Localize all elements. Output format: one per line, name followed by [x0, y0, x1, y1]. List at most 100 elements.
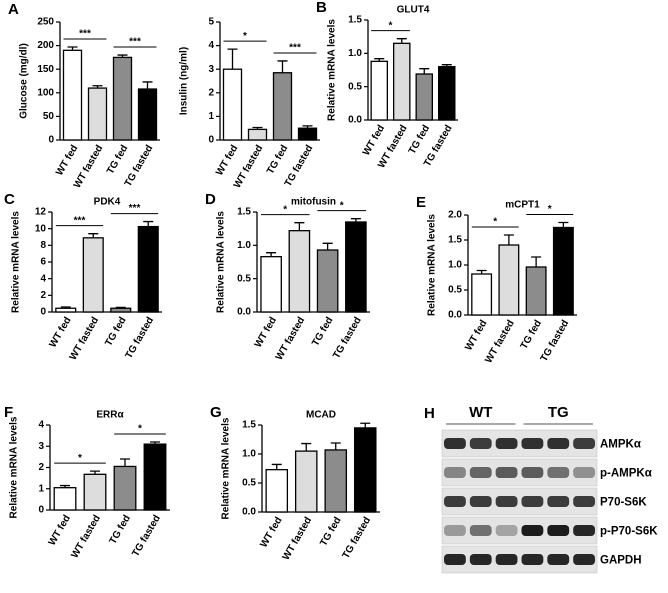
x-tick-label: TG fed	[103, 315, 128, 348]
y-tick-label: 1	[208, 111, 214, 122]
y-tick-label: 4	[38, 420, 44, 431]
bar	[143, 443, 167, 511]
x-tick-label: TG fasted	[539, 318, 572, 363]
y-tick-label: 4	[40, 273, 46, 284]
blot-band	[495, 554, 518, 565]
blot-band	[469, 525, 492, 536]
blot-row-label: p-P70-S6K	[600, 526, 658, 538]
blot-band	[573, 467, 595, 478]
error-bar	[330, 442, 341, 450]
bar	[222, 68, 243, 141]
error-bar	[531, 256, 542, 267]
chart-title: mCPT1	[505, 200, 540, 211]
bar	[370, 60, 388, 121]
error-bar	[142, 81, 153, 90]
y-tick-label: 3	[208, 64, 214, 75]
x-tick-label: WT fed	[258, 515, 284, 549]
y-tick-label: 50	[43, 111, 55, 122]
x-tick-label: TG fasted	[130, 513, 163, 558]
blot-band	[573, 438, 595, 449]
error-bar	[476, 269, 487, 274]
blot-band	[521, 554, 544, 565]
y-tick-label: 150	[37, 64, 54, 75]
y-tick-label: 2.0	[448, 210, 462, 221]
bar	[288, 230, 311, 313]
bar	[247, 128, 268, 141]
y-tick-label: 1.5	[348, 15, 362, 26]
bar	[525, 266, 547, 316]
blot-band	[521, 467, 544, 478]
panel-letter: A	[8, 1, 19, 18]
x-tick-label: WT fed	[47, 513, 73, 547]
blot-row-label: GAPDH	[600, 555, 642, 567]
error-bar	[90, 470, 100, 475]
significance-label: *	[78, 453, 82, 464]
blot-band	[444, 438, 466, 449]
bar	[83, 473, 107, 511]
y-axis-label: Relative mRNA levels	[216, 211, 227, 313]
error-bar	[227, 48, 238, 70]
blot-band	[573, 525, 595, 536]
error-bar	[150, 441, 160, 445]
blot-band	[495, 496, 518, 507]
chart-title: PDK4	[94, 197, 121, 208]
y-tick-label: 0	[40, 307, 46, 318]
y-tick-label: 200	[37, 40, 54, 51]
blot-band	[521, 525, 544, 536]
blot-band	[573, 554, 595, 565]
y-axis-label: Insulin (ng/ml)	[179, 47, 190, 115]
blot-band	[495, 467, 518, 478]
y-tick-label: 0.0	[448, 310, 462, 321]
error-bar	[271, 463, 282, 470]
error-bar	[120, 458, 130, 467]
y-tick-label: 2	[208, 87, 214, 98]
y-tick-label: 1.0	[237, 240, 251, 251]
bar	[110, 307, 132, 313]
chart-title: mitofusin	[291, 197, 336, 208]
x-tick-label: TG fed	[105, 143, 130, 176]
error-bar	[277, 60, 288, 73]
bar	[392, 42, 411, 121]
error-bar	[441, 64, 452, 67]
error-bar	[252, 126, 263, 130]
blot-row-label: P70-S6K	[600, 497, 647, 509]
blot-band	[469, 554, 492, 565]
error-bar	[294, 222, 305, 231]
blot-band	[573, 496, 595, 507]
y-tick-label: 1.5	[448, 235, 462, 246]
bar	[112, 56, 133, 141]
y-axis-label: Relative mRNA levels	[11, 211, 22, 313]
significance-label: ***	[289, 43, 301, 54]
chart-title: MCAD	[306, 410, 336, 421]
blot-band	[547, 554, 570, 565]
significance-label: *	[340, 200, 344, 211]
blot-band	[469, 496, 492, 507]
bar	[471, 273, 493, 316]
y-tick-label: 0.5	[448, 285, 462, 296]
bar	[316, 249, 339, 313]
x-tick-label: TG fasted	[341, 515, 374, 560]
error-bar	[117, 54, 128, 58]
bar	[294, 450, 318, 513]
panel-letter: E	[416, 194, 426, 211]
bar	[552, 226, 574, 316]
panel-letter: F	[4, 404, 13, 421]
bar	[297, 127, 318, 141]
y-tick-label: 6	[40, 257, 46, 268]
panel-letter: G	[210, 404, 222, 421]
group-label: TG	[548, 404, 569, 421]
x-tick-label: WT fasted	[274, 315, 307, 362]
y-tick-label: 1	[38, 483, 44, 494]
error-bar	[503, 234, 514, 245]
blot-band	[547, 438, 570, 449]
bar	[55, 307, 77, 313]
error-bar	[88, 233, 99, 238]
y-tick-label: 100	[37, 87, 54, 98]
significance-label: *	[138, 424, 142, 435]
y-tick-label: 8	[40, 240, 46, 251]
bar	[265, 469, 289, 513]
y-tick-label: 10	[35, 223, 47, 234]
x-tick-label: TG fed	[318, 515, 343, 548]
bar	[498, 244, 520, 316]
